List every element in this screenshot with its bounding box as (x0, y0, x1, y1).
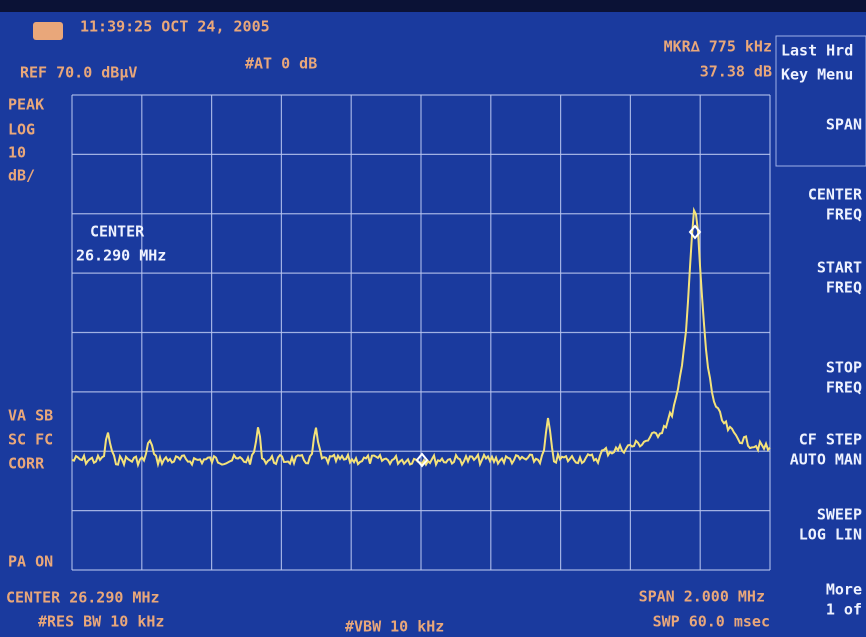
footer-center: CENTER 26.290 MHz (6, 589, 160, 607)
softkey-label[interactable]: CENTER (808, 186, 863, 204)
softkey-label[interactable]: FREQ (826, 279, 862, 297)
softkey-label[interactable]: LOG LIN (799, 526, 862, 544)
left-annotation: LOG (8, 121, 35, 139)
left-annotation: SC FC (8, 431, 53, 449)
footer-sweep: SWP 60.0 msec (653, 613, 770, 631)
bezel (0, 0, 866, 12)
left-annotation: PEAK (8, 96, 44, 114)
left-annotation: VA SB (8, 407, 53, 425)
softkey-label[interactable]: SPAN (826, 116, 862, 134)
softkey-label[interactable]: More (826, 581, 862, 599)
logo (33, 22, 63, 40)
menu-title: Last Hrd (781, 42, 853, 60)
softkey-label[interactable]: START (817, 259, 862, 277)
softkey-label[interactable]: FREQ (826, 206, 862, 224)
left-annotation: PA ON (8, 553, 53, 571)
softkey-label[interactable]: SWEEP (817, 506, 862, 524)
menu-title: Key Menu (781, 66, 853, 84)
footer-res-bw: #RES BW 10 kHz (38, 613, 164, 631)
footer-vbw: #VBW 10 kHz (345, 618, 444, 636)
center-label-value: 26.290 MHz (76, 247, 166, 265)
marker-level: 37.38 dB (700, 63, 772, 81)
ref-level: REF 70.0 dBμV (20, 64, 137, 82)
left-annotation: dB/ (8, 167, 35, 185)
page: 11:39:25 OCT 24, 2005 REF 70.0 dBμV #AT … (0, 0, 866, 637)
softkey-label[interactable]: 1 of (826, 601, 862, 619)
attenuation: #AT 0 dB (245, 55, 317, 73)
softkey-label[interactable]: STOP (826, 359, 862, 377)
marker-delta: MKR∆ 775 kHz (664, 38, 772, 56)
footer-span: SPAN 2.000 MHz (639, 588, 765, 606)
center-label-title: CENTER (90, 223, 145, 241)
timestamp: 11:39:25 OCT 24, 2005 (80, 18, 270, 36)
softkey-label[interactable]: CF STEP (799, 431, 862, 449)
softkey-label[interactable]: AUTO MAN (790, 451, 862, 469)
analyzer-screen: 11:39:25 OCT 24, 2005 REF 70.0 dBμV #AT … (0, 0, 866, 637)
left-annotation: CORR (8, 455, 45, 473)
softkey-label[interactable]: FREQ (826, 379, 862, 397)
left-annotation: 10 (8, 144, 26, 162)
